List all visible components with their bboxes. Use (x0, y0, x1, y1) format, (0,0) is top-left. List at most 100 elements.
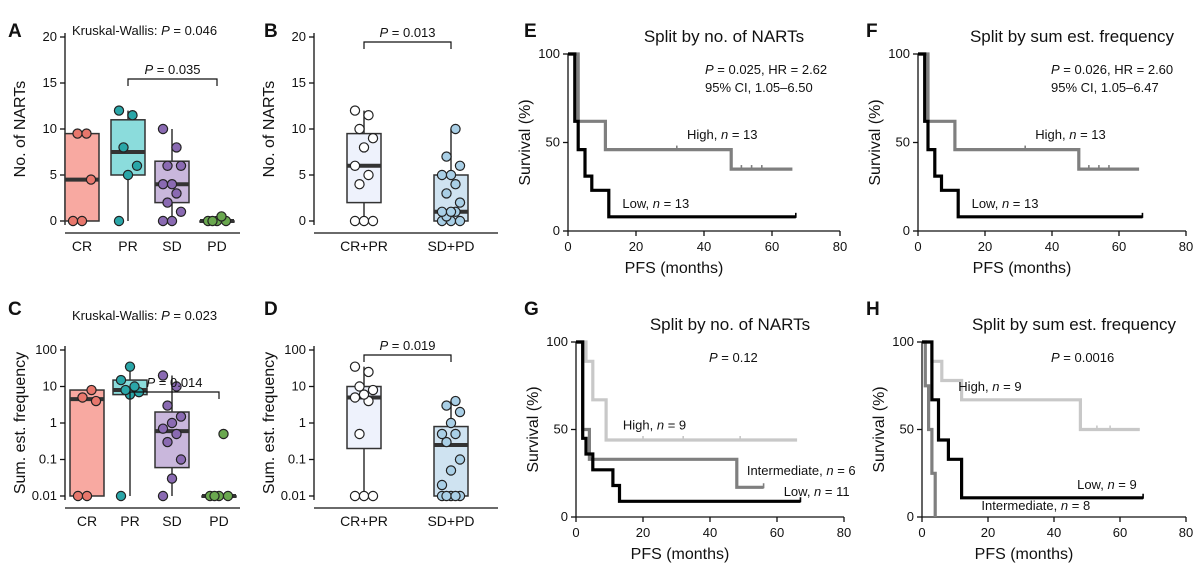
data-point (450, 490, 461, 502)
data-point (436, 169, 448, 181)
data-point (207, 215, 218, 227)
data-point (354, 381, 365, 392)
series-label: Low, n = 9 (1077, 477, 1137, 492)
y-tick-label: 1 (299, 415, 306, 430)
data-point (363, 366, 374, 378)
data-point (171, 428, 182, 440)
y-tick-label: 100 (284, 342, 306, 357)
y-tick-label: 100 (888, 46, 910, 61)
data-point (166, 215, 178, 227)
x-axis-label: PFS (months) (975, 546, 1074, 563)
y-axis-label: Sum. est. frequency (261, 352, 278, 494)
y-tick-label: 50 (896, 135, 910, 150)
y-tick-label: 50 (546, 135, 560, 150)
data-point (124, 361, 136, 372)
series-label: High, n = 9 (623, 418, 686, 433)
panel-h: H 0 20 40 60 80 0 50 100 PFS (months) Survival (%)… (866, 299, 1193, 563)
box-group-sd: SD (154, 370, 190, 529)
y-tick-label: 100 (546, 334, 568, 349)
y-tick-label: 10 (43, 121, 57, 136)
box-group-pd: PD (199, 211, 235, 254)
data-point (454, 197, 466, 208)
y-tick-label: 0 (561, 509, 568, 524)
survival-series: Low, n = 13 (918, 52, 1144, 219)
x-tick-label: 20 (629, 239, 643, 254)
y-tick-label: 100 (538, 46, 560, 61)
box-group-cr-pr: CR+PR (340, 361, 388, 529)
data-point (118, 142, 129, 153)
series-label: High, n = 13 (1035, 127, 1105, 142)
data-point (349, 105, 361, 116)
data-point (175, 411, 187, 422)
data-point (166, 178, 178, 190)
category-label: CR (72, 238, 92, 254)
chart-title: Split by no. of NARTs (650, 315, 810, 334)
data-point (162, 197, 173, 208)
data-point (358, 389, 370, 400)
data-point (120, 384, 131, 396)
data-point (127, 109, 138, 121)
data-point (115, 374, 127, 386)
chart-title: Split by no. of NARTs (644, 27, 804, 46)
category-label: SD+PD (427, 513, 474, 529)
y-tick-label: 20 (43, 29, 57, 44)
y-tick-label: 0.1 (288, 452, 306, 467)
x-tick-label: 60 (1112, 239, 1126, 254)
series-label: Intermediate, n = 6 (747, 463, 856, 478)
data-point (454, 160, 466, 171)
y-tick-label: 0 (907, 509, 914, 524)
data-point (436, 479, 448, 491)
data-point (171, 188, 182, 199)
box (69, 389, 105, 497)
y-tick-label: 15 (292, 75, 306, 90)
data-point (162, 436, 173, 448)
data-point (367, 490, 379, 502)
survival-curve (576, 340, 801, 503)
data-point (367, 132, 379, 144)
survival-curve (576, 340, 798, 442)
bracket-p-value: P = 0.019 (379, 338, 435, 353)
data-point (358, 142, 370, 153)
bracket-p-value: P = 0.035 (144, 62, 200, 77)
data-point (349, 490, 361, 502)
data-point (171, 142, 182, 153)
survival-series: Intermediate, n = 8 (922, 340, 1090, 517)
x-tick-label: 60 (765, 239, 779, 254)
survival-series: High, n = 13 (568, 52, 793, 171)
series-label: Low, n = 13 (972, 196, 1039, 211)
panel-letter: A (8, 21, 22, 42)
data-point (436, 206, 448, 217)
x-tick-label: 40 (703, 525, 717, 540)
significance-bracket (127, 78, 218, 86)
data-point (166, 473, 178, 484)
x-axis-label: PFS (months) (973, 260, 1072, 277)
panel-a: A 0 5 10 15 20 No. of NARTs Kruskal-Wallis: P =… (8, 21, 240, 254)
data-point (450, 123, 461, 135)
series-label: Low, n = 13 (622, 196, 689, 211)
stat-annotation: P = 0.025, HR = 2.62 (705, 62, 827, 77)
data-point (349, 361, 361, 372)
data-point (157, 370, 169, 381)
panel-letter: C (8, 299, 22, 320)
bracket-p-value: P = 0.014 (146, 375, 202, 390)
data-point (157, 423, 169, 434)
kruskal-wallis-note: Kruskal-Wallis: P = 0.023 (72, 308, 217, 323)
category-label: CR+PR (340, 513, 388, 529)
chart-title: Split by sum est. frequency (970, 27, 1175, 46)
data-point (209, 490, 220, 502)
panel-letter: G (524, 299, 539, 320)
significance-bracket (129, 391, 220, 399)
x-tick-label: 80 (837, 525, 851, 540)
data-point (445, 169, 457, 181)
data-point (85, 174, 97, 185)
series-label: High, n = 13 (687, 127, 757, 142)
data-point (72, 128, 83, 139)
data-point (162, 160, 173, 171)
category-label: PD (209, 513, 228, 529)
box-group-pr: PR (112, 361, 148, 529)
data-point (171, 381, 182, 392)
data-point (349, 392, 361, 403)
chart-title: Split by sum est. frequency (972, 315, 1177, 334)
data-point (157, 123, 169, 135)
data-point (175, 206, 187, 217)
